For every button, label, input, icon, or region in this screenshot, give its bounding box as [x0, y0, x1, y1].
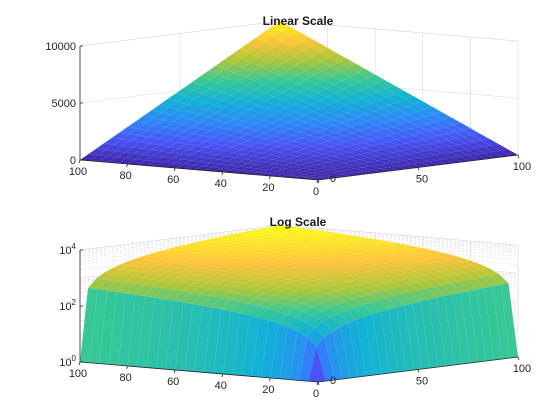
x-tick-label: 40 [215, 380, 227, 392]
x-tick-label: 100 [69, 368, 87, 380]
x-tick-label: 20 [262, 384, 274, 396]
x-tick-label: 100 [69, 166, 87, 178]
z-tick-label: 104 [59, 242, 76, 257]
chart-title: Linear Scale [263, 14, 334, 28]
y-tick-label: 50 [416, 376, 428, 388]
x-tick-label: 20 [262, 182, 274, 194]
x-tick-label: 40 [215, 178, 227, 190]
surface [80, 21, 518, 180]
x-tick-label: 0 [313, 388, 319, 400]
z-tick-label: 102 [59, 298, 76, 313]
x-tick-label: 80 [119, 372, 131, 384]
x-tick-label: 60 [167, 174, 179, 186]
x-tick-label: 0 [313, 186, 319, 198]
x-tick-label: 60 [167, 376, 179, 388]
z-tick-label: 100 [59, 354, 76, 369]
surface [80, 225, 518, 382]
z-tick-label: 0 [70, 155, 76, 167]
y-tick-label: 100 [513, 161, 531, 173]
y-tick-label: 50 [416, 174, 428, 186]
z-tick-label: 5000 [52, 98, 76, 110]
chart-title: Log Scale [270, 215, 327, 229]
y-tick-label: 0 [330, 375, 336, 387]
z-tick-label: 10000 [45, 41, 76, 53]
y-tick-label: 100 [513, 363, 531, 375]
x-tick-label: 80 [119, 170, 131, 182]
y-tick-label: 0 [330, 173, 336, 185]
